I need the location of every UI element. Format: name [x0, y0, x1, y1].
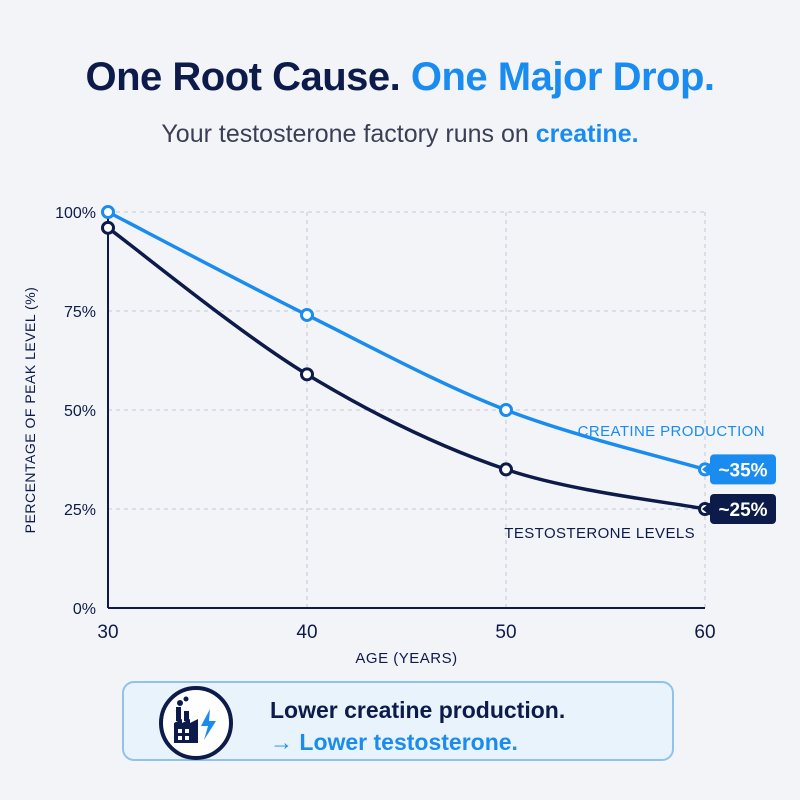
series-label-testosterone: TESTOSTERONE LEVELS: [504, 525, 695, 542]
badge-value: ~35%: [718, 460, 767, 481]
title-part-1: One Root Cause.: [85, 55, 401, 99]
data-point-testosterone: [101, 220, 115, 235]
y-tick-label: 75%: [64, 304, 96, 321]
data-point-creatine: [101, 205, 115, 219]
x-tick-label: 30: [97, 622, 118, 643]
factory-bolt-icon: [158, 685, 234, 766]
y-tick-label: 25%: [64, 502, 96, 519]
series-line-creatine: [106, 210, 707, 472]
badge-background: [710, 454, 776, 485]
end-badge-testosterone: ~25%: [702, 494, 776, 524]
subtitle-highlight: creatine.: [535, 120, 639, 148]
title-part-2: One Major Drop.: [410, 55, 715, 99]
data-point-creatine: [499, 403, 513, 417]
y-tick-label: 50%: [64, 403, 96, 420]
badge-background: [710, 494, 776, 524]
badge-pointer: [702, 501, 712, 517]
callout-box: Lower creatine production. → Lower testo…: [122, 681, 674, 761]
series-line-testosterone: [106, 226, 707, 511]
x-tick-label: 50: [495, 622, 516, 643]
data-point-testosterone: [499, 462, 513, 477]
x-tick-label: 40: [296, 622, 317, 643]
callout-line-2: → Lower testosterone.: [270, 729, 518, 755]
x-axis-label: AGE (YEARS): [355, 650, 457, 667]
subtitle-prefix: Your testosterone factory runs on: [161, 120, 536, 148]
y-axis-label: PERCENTAGE OF PEAK LEVEL (%): [22, 287, 38, 534]
page-subtitle: Your testosterone factory runs on creati…: [0, 120, 800, 149]
badge-value: ~25%: [718, 500, 767, 521]
data-point-creatine: [300, 307, 314, 322]
end-badge-creatine: ~35%: [702, 454, 776, 485]
y-tick-label: 0%: [73, 601, 96, 618]
badge-pointer: [702, 461, 712, 478]
data-point-testosterone: [300, 367, 314, 382]
series-label-creatine: CREATINE PRODUCTION: [578, 423, 765, 440]
x-tick-label: 60: [694, 622, 715, 643]
page-title: One Root Cause. One Major Drop.: [0, 55, 800, 100]
line-chart: 0% 25% 50% 75% 100% 30 40 50 60 AGE (YEARS) PERCEN…: [22, 205, 776, 667]
y-tick-label: 100%: [55, 205, 96, 222]
callout-line-1: Lower creatine production.: [270, 697, 566, 723]
